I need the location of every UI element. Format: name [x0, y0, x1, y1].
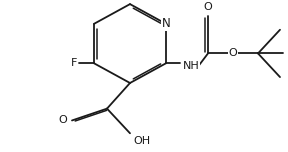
Text: NH: NH [183, 61, 200, 71]
Text: O: O [204, 2, 212, 12]
Text: OH: OH [133, 136, 150, 146]
Text: N: N [162, 17, 170, 30]
Text: F: F [71, 58, 77, 68]
Text: O: O [229, 48, 237, 58]
Text: O: O [58, 116, 67, 125]
